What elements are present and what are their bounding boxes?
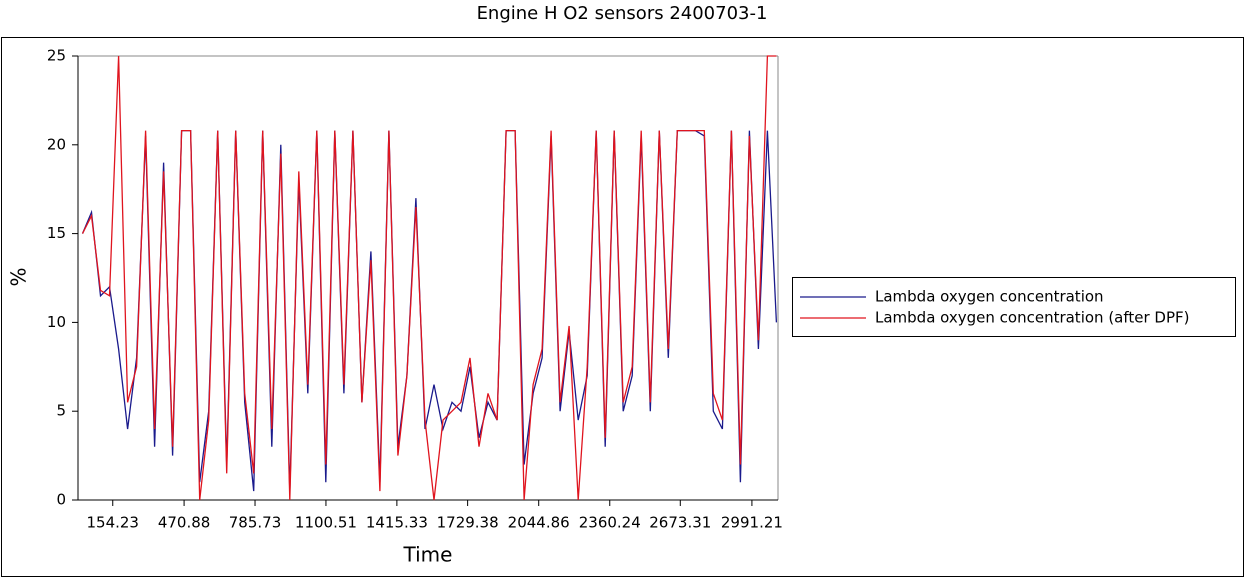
y-tick-label: 0 <box>56 491 66 509</box>
x-tick-label: 1100.51 <box>295 514 357 532</box>
x-axis-label: Time <box>403 543 453 567</box>
x-tick-label: 2673.31 <box>649 514 711 532</box>
y-tick-label: 20 <box>47 135 66 153</box>
y-tick-label: 15 <box>47 224 66 242</box>
y-tick-label: 5 <box>56 402 66 420</box>
y-axis-label: % <box>7 267 31 286</box>
x-tick-label: 470.88 <box>158 514 211 532</box>
series-line <box>81 129 778 492</box>
chart-frame <box>1 37 1244 577</box>
x-tick-label: 154.23 <box>86 514 139 532</box>
x-tick-label: 1415.33 <box>366 514 428 532</box>
legend-label: Lambda oxygen concentration <box>875 288 1104 306</box>
x-tick-label: 2360.24 <box>579 514 641 532</box>
x-tick-label: 2044.86 <box>508 514 570 532</box>
x-tick-label: 2991.21 <box>721 514 783 532</box>
y-tick-label: 10 <box>47 313 66 331</box>
x-tick-label: 785.73 <box>229 514 282 532</box>
series-line <box>81 55 777 501</box>
x-tick-label: 1729.38 <box>437 514 499 532</box>
legend-label: Lambda oxygen concentration (after DPF) <box>875 309 1190 327</box>
legend <box>792 277 1236 337</box>
chart-title: Engine H O2 sensors 2400703-1 <box>477 3 768 24</box>
y-tick-label: 25 <box>47 47 66 65</box>
